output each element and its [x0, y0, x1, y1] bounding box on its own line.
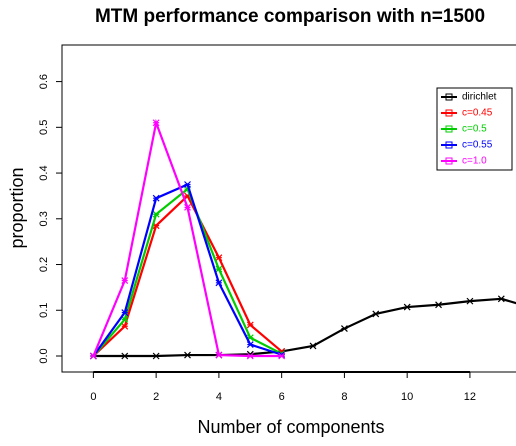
point-marker — [403, 303, 411, 311]
point-marker — [215, 351, 223, 359]
series-line — [93, 297, 516, 358]
legend-marker — [445, 109, 453, 117]
plot-area — [89, 118, 516, 360]
point-marker — [152, 210, 160, 218]
x-tick-label: 10 — [401, 391, 413, 403]
series-line — [92, 118, 282, 358]
point-marker — [89, 352, 97, 360]
point-marker — [246, 321, 254, 329]
point-marker — [466, 297, 474, 305]
legend-marker — [445, 93, 453, 101]
y-tick-label: 0.6 — [38, 74, 50, 89]
y-tick-label: 0.0 — [38, 348, 50, 363]
legend-marker — [445, 141, 453, 149]
point-marker — [497, 295, 505, 303]
point-marker — [184, 203, 191, 211]
point-marker — [246, 341, 254, 348]
x-tick-label: 8 — [341, 391, 347, 403]
x-tick-label: 2 — [153, 391, 159, 403]
x-axis-label: Number of components — [197, 417, 384, 437]
point-marker — [121, 315, 129, 323]
y-tick-label: 0.3 — [38, 211, 50, 226]
legend-label: c=0.55 — [462, 140, 493, 151]
point-marker — [278, 352, 286, 360]
chart-title: MTM performance comparison with n=1500 — [95, 6, 485, 27]
point-marker — [246, 352, 254, 360]
y-tick-label: 0.1 — [38, 303, 50, 318]
legend-label: c=1.0 — [462, 156, 487, 167]
x-tick-label: 0 — [90, 391, 96, 403]
point-marker — [215, 265, 223, 273]
point-marker — [215, 254, 223, 262]
point-marker — [184, 351, 191, 359]
point-marker — [121, 352, 129, 360]
point-marker — [121, 309, 129, 316]
legend-label: dirichlet — [462, 92, 497, 103]
y-tick-label: 0.2 — [38, 257, 50, 272]
point-marker — [121, 277, 129, 284]
series-line — [92, 187, 283, 357]
point-marker — [152, 352, 160, 360]
point-marker — [215, 279, 223, 287]
series-line — [92, 194, 283, 357]
point-marker — [435, 301, 442, 309]
legend-label: c=0.45 — [462, 108, 493, 119]
x-tick-label: 12 — [464, 391, 476, 403]
x-tick-label: 4 — [216, 391, 222, 403]
x-tick-label: 6 — [279, 391, 285, 403]
y-tick-label: 0.5 — [38, 120, 50, 135]
legend-marker — [445, 125, 453, 133]
point-marker — [309, 342, 317, 350]
point-marker — [340, 325, 348, 332]
point-marker — [152, 119, 160, 127]
point-marker — [121, 322, 129, 330]
point-marker — [184, 181, 191, 188]
legend-label: c=0.5 — [462, 124, 487, 135]
point-marker — [372, 310, 380, 318]
legend-marker — [445, 157, 453, 165]
y-tick-label: 0.4 — [38, 165, 50, 180]
point-marker — [152, 194, 160, 202]
y-axis-label: proportion — [7, 167, 27, 248]
